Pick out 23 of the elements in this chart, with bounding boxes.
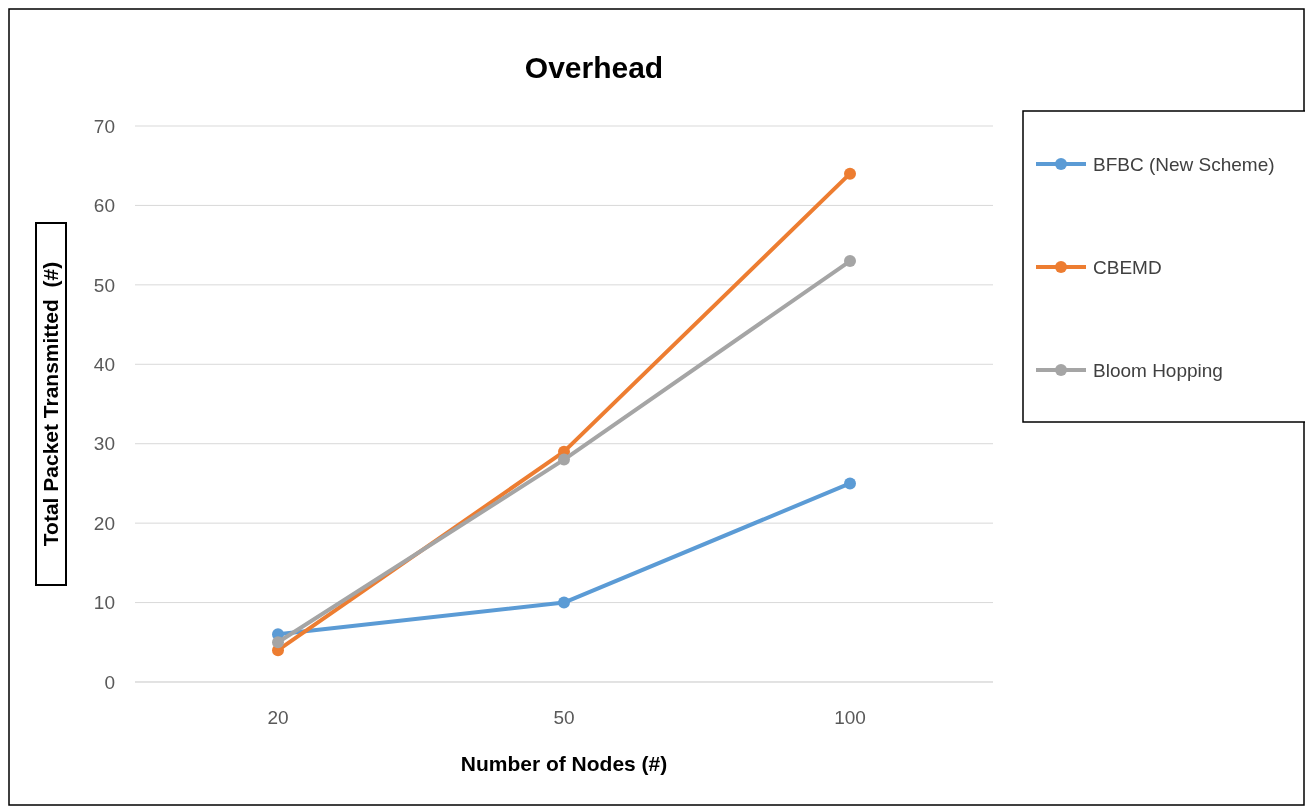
- y-tick-label: 40: [93, 353, 115, 375]
- x-tick-label: 100: [834, 707, 866, 728]
- y-tick-label: 20: [93, 512, 115, 534]
- chart-title: Overhead: [524, 51, 664, 84]
- legend-label: BFBC (New Scheme): [1093, 153, 1275, 175]
- y-axis-title: Total Packet Transmitted (#): [39, 261, 63, 547]
- y-tick-label: 60: [93, 195, 115, 217]
- legend-label: Bloom Hopping: [1093, 359, 1223, 381]
- x-tick-label: 20: [267, 707, 289, 728]
- x-tick-label: 50: [553, 707, 575, 728]
- y-tick-label: 0: [104, 671, 115, 693]
- y-tick-label: 50: [93, 274, 115, 296]
- point: [558, 596, 570, 609]
- y-tick-label: 70: [93, 115, 115, 137]
- y-tick-label: 30: [93, 433, 115, 455]
- point: [558, 453, 570, 466]
- x-axis-title: Number of Nodes (#): [460, 752, 668, 775]
- point: [844, 477, 856, 490]
- point: [844, 255, 856, 268]
- point: [272, 636, 284, 649]
- y-tick-label: 10: [93, 592, 115, 614]
- legend-label: CBEMD: [1093, 256, 1162, 278]
- point: [844, 167, 856, 180]
